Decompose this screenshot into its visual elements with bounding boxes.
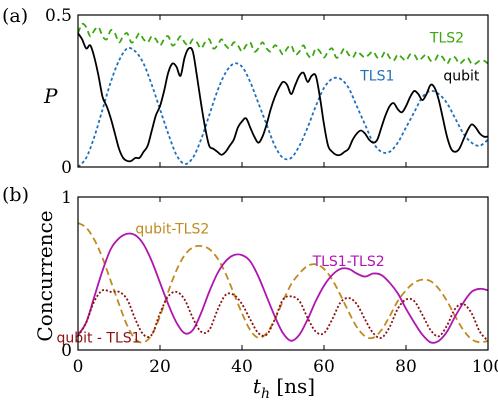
x-tick-label-0: 0 [73, 357, 84, 377]
x-axis-label-main: t [253, 374, 262, 398]
x-tick-label-100: 100 [472, 357, 498, 377]
series-label-qubit-tls1: qubit - TLS1 [56, 330, 140, 346]
x-axis-label-sub: h [261, 386, 270, 402]
series-label-qubit: qubit [443, 68, 480, 84]
panel-b: (b) Concurrence 0 20 40 60 80 100 0 1 qubit-TLS… [2, 184, 498, 402]
panel-a-ylabel: P [43, 84, 58, 108]
series-label-tls2: TLS2 [429, 30, 464, 46]
series-line-qubit-tls2 [77, 222, 489, 344]
y-tick-label-0: 0 [61, 158, 72, 178]
series-line-tls1-tls2 [77, 232, 489, 344]
y-tick-label-1: 1 [61, 188, 72, 208]
panel-a-series-labels: TLS2 TLS1 qubit [359, 30, 480, 84]
panel-b-frame [77, 196, 489, 351]
x-tick-label-80: 80 [395, 357, 417, 377]
panel-b-series [77, 222, 489, 344]
panel-b-label: (b) [2, 184, 29, 206]
panel-a-label: (a) [2, 5, 28, 27]
x-tick-label-20: 20 [149, 357, 171, 377]
series-line-tls2 [77, 22, 489, 66]
x-tick-label-40: 40 [231, 357, 253, 377]
series-label-qubit-tls2: qubit-TLS2 [135, 222, 209, 238]
series-label-tls1-tls2: TLS1-TLS2 [312, 254, 385, 270]
series-line-tls1 [77, 47, 489, 168]
panel-a-ticks: 00.5 [45, 6, 489, 178]
series-line-qubit-tls1 [77, 288, 489, 342]
y-tick-label-0: 0 [61, 341, 72, 361]
x-axis-label-unit: [ns] [270, 374, 315, 398]
x-axis-label: th [ns] [253, 374, 315, 402]
series-label-tls1: TLS1 [359, 68, 394, 84]
y-tick-label-0-5: 0.5 [45, 6, 72, 26]
panel-a-frame [77, 14, 489, 168]
x-tick-label-60: 60 [313, 357, 335, 377]
series-line-qubit [77, 32, 489, 163]
panel-a-series [77, 22, 489, 168]
panel-b-ylabel: Concurrence [33, 210, 57, 341]
